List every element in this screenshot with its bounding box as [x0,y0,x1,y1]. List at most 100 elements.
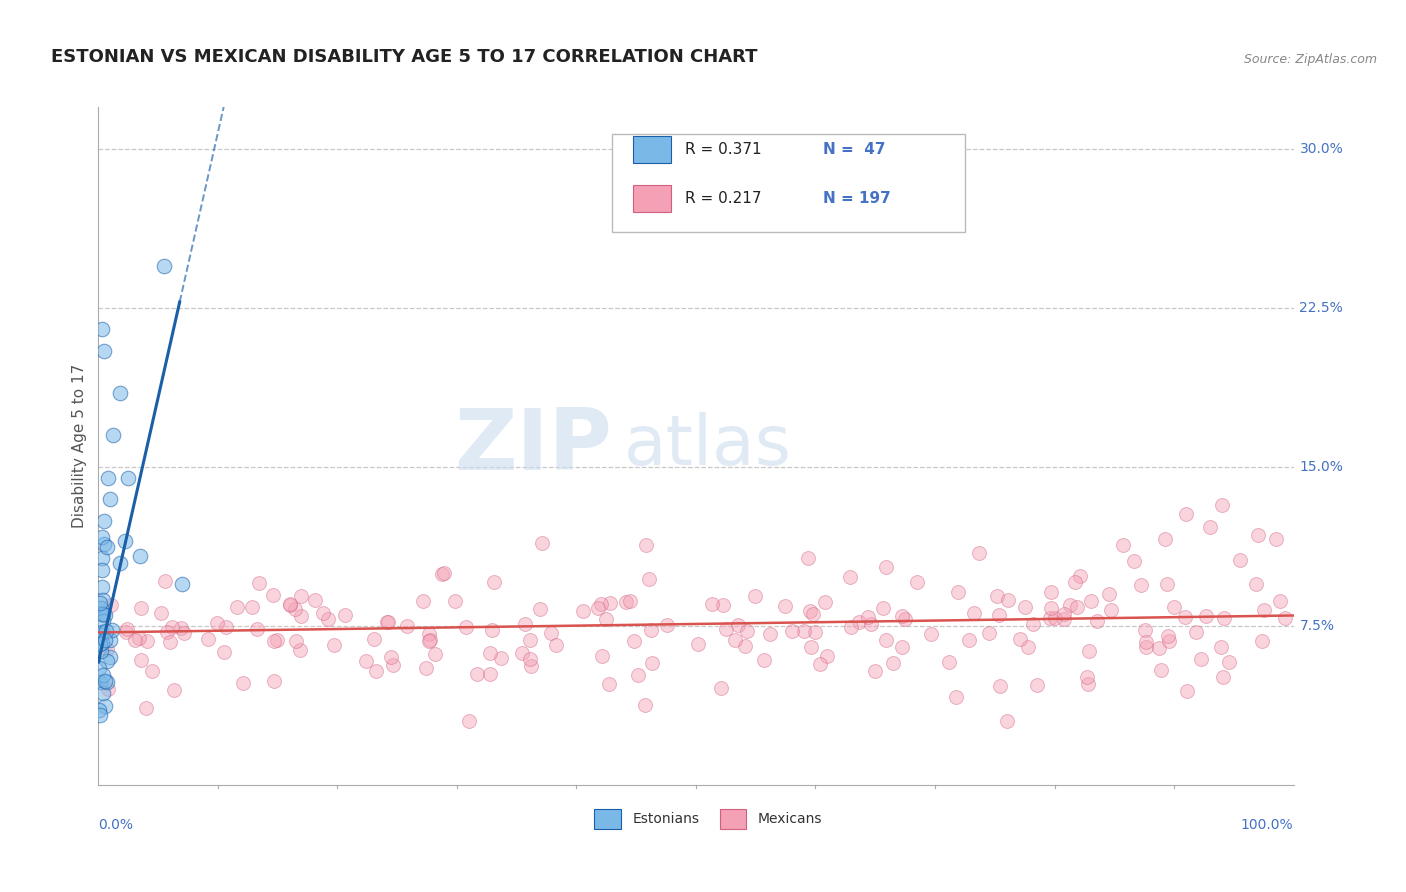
Point [115,623,138,637]
Point [1175,684,1198,698]
Text: N =  47: N = 47 [823,142,886,157]
Point [284,633,307,648]
Point [290,590,312,604]
Text: Estonians: Estonians [633,812,700,826]
Text: atlas: atlas [624,412,792,480]
Point [87,634,110,648]
Point [1039,601,1062,615]
Point [136,633,159,648]
Point [963,606,986,620]
Point [97,682,120,697]
Point [891,640,914,655]
Point [595,612,617,626]
Point [90,530,112,544]
Point [938,656,960,670]
Point [156,625,179,640]
Point [865,664,887,678]
Point [1077,677,1099,691]
Point [418,627,440,641]
Point [128,631,150,645]
Point [278,599,301,613]
Point [96,540,118,554]
Point [875,559,897,574]
Point [839,570,862,584]
Point [108,386,131,401]
Text: ZIP: ZIP [454,404,613,488]
Point [1080,594,1102,608]
Point [288,643,311,657]
Point [263,634,285,648]
Point [375,615,398,629]
Point [1229,552,1251,566]
Point [89,596,111,610]
Point [93,633,115,648]
Point [640,624,662,638]
Point [1099,603,1122,617]
Point [1111,538,1133,552]
Point [94,698,117,713]
Point [91,686,114,700]
Point [735,624,758,638]
Point [1274,610,1296,624]
Point [793,624,815,638]
Point [212,645,235,659]
Point [1014,600,1036,615]
Point [87,703,110,717]
Point [1150,663,1173,677]
Point [479,666,502,681]
Point [1017,640,1039,654]
Text: R = 0.217: R = 0.217 [685,191,762,206]
FancyBboxPatch shape [720,809,747,829]
Point [304,592,326,607]
Point [988,679,1011,693]
Point [89,707,111,722]
Point [634,698,657,712]
Point [1157,634,1180,648]
Point [278,597,301,611]
Point [484,574,506,589]
Point [215,620,238,634]
Point [1066,599,1088,614]
Point [91,592,114,607]
Point [247,576,270,591]
Point [1026,678,1049,692]
Point [108,556,131,570]
Point [419,633,441,648]
Point [93,514,115,528]
Point [700,597,723,611]
Point [91,627,114,641]
Point [848,615,870,629]
Point [93,607,115,622]
Point [797,551,820,566]
Point [246,622,269,636]
Text: R = 0.371: R = 0.371 [685,142,762,157]
Point [91,607,114,622]
Point [1213,611,1236,625]
Point [91,550,114,565]
Point [734,639,756,653]
Point [91,615,114,629]
Point [571,604,593,618]
Point [724,633,747,648]
Point [1077,644,1099,658]
Point [412,594,434,608]
Point [98,649,121,664]
Point [1218,655,1240,669]
Point [1122,554,1144,568]
Point [986,590,1008,604]
Point [98,491,122,506]
Point [89,675,111,690]
Point [1174,609,1197,624]
Point [117,471,139,485]
Point [377,615,399,629]
Point [598,676,620,690]
Point [758,627,780,641]
Point [115,625,138,640]
Point [614,595,637,609]
Point [94,624,117,638]
Point [489,651,512,665]
Point [96,674,118,689]
Point [153,574,176,588]
Point [333,608,356,623]
Point [727,618,749,632]
